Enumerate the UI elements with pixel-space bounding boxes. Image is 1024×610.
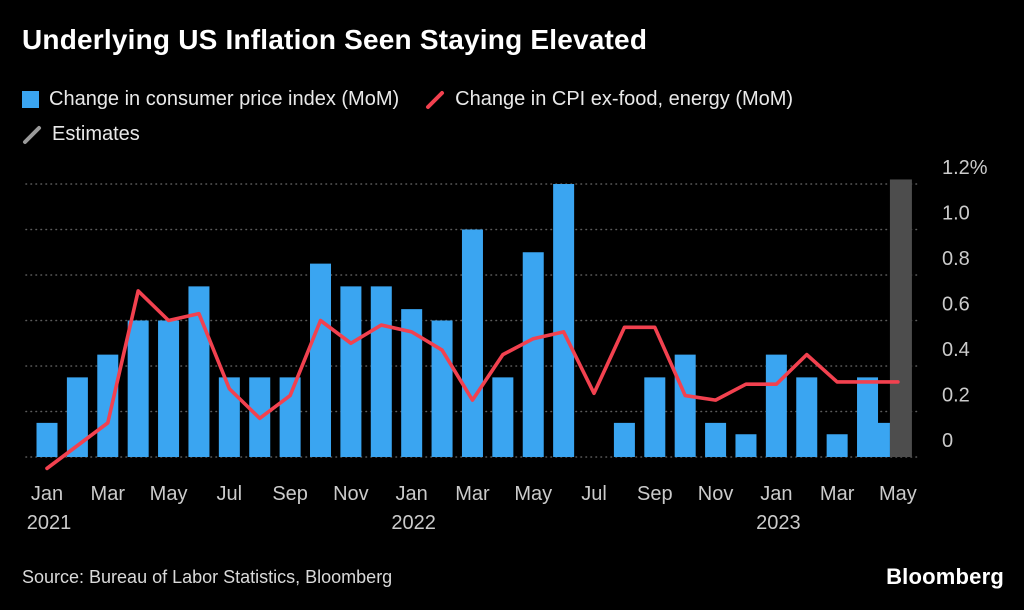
legend-row-1: Change in consumer price index (MoM) Cha…: [22, 88, 793, 111]
chart-legend: Change in consumer price index (MoM) Cha…: [22, 88, 793, 146]
legend-label-core: Change in CPI ex-food, energy (MoM): [455, 88, 794, 110]
svg-text:2023: 2023: [756, 512, 801, 534]
bar-May 2022: [522, 252, 544, 457]
svg-text:Jan: Jan: [396, 483, 428, 505]
bar-Feb 2021: [66, 377, 88, 457]
svg-text:0.4: 0.4: [942, 339, 970, 361]
footer: Source: Bureau of Labor Statistics, Bloo…: [22, 564, 1004, 590]
bar-Aug 2022: [613, 422, 635, 457]
bar-Nov 2022: [705, 422, 727, 457]
svg-text:Nov: Nov: [698, 483, 734, 505]
svg-text:Mar: Mar: [820, 483, 855, 505]
bar-May 2021: [158, 320, 180, 457]
bar-Sep 2022: [644, 377, 666, 457]
svg-text:1.2%: 1.2%: [942, 157, 988, 179]
svg-text:Mar: Mar: [91, 483, 126, 505]
legend-row-2: Estimates: [22, 123, 793, 146]
core-cpi-line: [45, 289, 900, 471]
svg-text:Jul: Jul: [581, 483, 607, 505]
bar-Jul 2021: [218, 377, 240, 457]
svg-text:0.2: 0.2: [942, 385, 970, 407]
svg-text:2021: 2021: [27, 512, 72, 534]
y-axis-labels: 0 0.2 0.4 0.6 0.8 1.0 1.2%: [942, 157, 988, 452]
svg-text:May: May: [514, 483, 552, 505]
svg-text:Nov: Nov: [333, 483, 369, 505]
svg-text:May: May: [150, 483, 188, 505]
legend-label-estimates: Estimates: [52, 123, 140, 145]
estimate-band: [889, 179, 912, 457]
inflation-chart: 0 0.2 0.4 0.6 0.8 1.0 1.2% Jan 2021 Mar May Jul Sep N…: [25, 157, 988, 534]
svg-text:Jan: Jan: [760, 483, 792, 505]
bar-Oct 2022: [674, 354, 696, 457]
legend-item-estimates: Estimates: [22, 123, 140, 146]
x-axis-labels: Jan 2021 Mar May Jul Sep Nov Jan 2022 Mar May Jul Se…: [27, 483, 917, 534]
legend-item-core: Change in CPI ex-food, energy (MoM): [425, 88, 793, 111]
svg-text:1.0: 1.0: [942, 203, 970, 225]
svg-text:Jan: Jan: [31, 483, 63, 505]
bloomberg-logo: Bloomberg: [886, 564, 1004, 589]
svg-text:Sep: Sep: [637, 483, 673, 505]
bar-Mar 2021: [97, 354, 119, 457]
legend-label-cpi: Change in consumer price index (MoM): [49, 88, 400, 110]
bar-Apr 2022: [492, 377, 514, 457]
source-note: Source: Bureau of Labor Statistics, Bloo…: [22, 566, 393, 587]
svg-text:0.6: 0.6: [942, 294, 970, 316]
svg-text:May: May: [879, 483, 917, 505]
bar-Nov 2021: [340, 286, 362, 457]
svg-text:Jul: Jul: [217, 483, 243, 505]
bar-May 2023: [874, 422, 890, 457]
svg-text:0.8: 0.8: [942, 248, 970, 270]
bar-Apr 2023: [857, 377, 879, 457]
bar-Dec 2021: [370, 286, 392, 457]
bar-Jun 2022: [553, 184, 575, 457]
svg-text:2022: 2022: [391, 512, 436, 534]
bar-Feb 2023: [796, 377, 818, 457]
bar-Jan 2021: [36, 422, 58, 457]
bar-Jan 2023: [765, 354, 787, 457]
legend-item-cpi: Change in consumer price index (MoM): [22, 88, 399, 111]
bar-Jan 2022: [401, 309, 423, 457]
bar-Mar 2023: [826, 434, 848, 457]
bar-Dec 2022: [735, 434, 757, 457]
svg-text:Sep: Sep: [272, 483, 308, 505]
cpi-bars: [36, 184, 890, 457]
core-line-swatch-icon: [426, 90, 445, 109]
bar-Oct 2021: [310, 263, 332, 457]
chart-title: Underlying US Inflation Seen Staying Ele…: [22, 24, 648, 55]
bar-Feb 2022: [431, 320, 453, 457]
cpi-bar-swatch-icon: [22, 91, 39, 108]
estimates-swatch-icon: [23, 125, 41, 144]
svg-text:0: 0: [942, 430, 953, 452]
bar-Apr 2021: [127, 320, 149, 457]
svg-text:Mar: Mar: [455, 483, 490, 505]
bar-Sep 2021: [279, 377, 301, 457]
bar-Mar 2022: [461, 229, 483, 457]
